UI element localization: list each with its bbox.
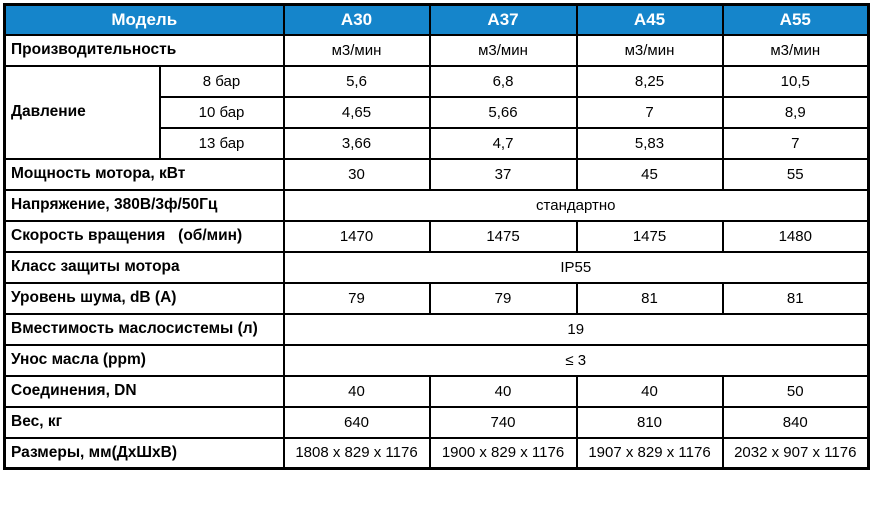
table-row-motor-power: Мощность мотора, кВт 30 37 45 55 [3, 157, 870, 191]
column-header-a37: A37 [428, 3, 578, 36]
table-row-pressure-8bar: Давление 8 бар 5,6 6,8 8,25 10,5 [3, 64, 870, 160]
cell-value: 5,66 [428, 95, 578, 129]
cell-value: 81 [575, 281, 724, 315]
cell-value: 30 [282, 157, 431, 191]
cell-value: 79 [428, 281, 578, 315]
row-label-connections: Соединения, DN [3, 374, 285, 408]
column-header-a30: A30 [282, 3, 431, 36]
row-label-rotation-speed: Скорость вращения (об/мин) [3, 219, 285, 253]
table-row-connections: Соединения, DN 40 40 40 50 [3, 374, 870, 408]
cell-value: 6,8 [428, 64, 578, 98]
table-row-capacity: Производительность м3/мин м3/мин м3/мин … [3, 33, 870, 67]
row-label-capacity: Производительность [3, 33, 285, 67]
table-row-dimensions: Размеры, мм(ДхШхВ) 1808 x 829 x 1176 190… [3, 436, 870, 470]
cell-value: 1907 x 829 x 1176 [575, 436, 724, 470]
cell-value: 640 [282, 405, 431, 439]
header-model-title: Модель [3, 3, 285, 36]
cell-value: 1808 x 829 x 1176 [282, 436, 431, 470]
cell-value: 55 [721, 157, 870, 191]
cell-value: 5,6 [282, 64, 431, 98]
cell-value-span: 19 [282, 312, 870, 346]
row-sublabel-8bar: 8 бар [158, 64, 285, 98]
cell-value: 2032 x 907 x 1176 [721, 436, 870, 470]
cell-value: 8,25 [575, 64, 724, 98]
row-label-protection-class: Класс защиты мотора [3, 250, 285, 284]
row-label-motor-power: Мощность мотора, кВт [3, 157, 285, 191]
header-row: Модель A30 A37 A45 A55 [3, 3, 870, 36]
cell-value: 4,7 [428, 126, 578, 160]
cell-value-span: IP55 [282, 250, 870, 284]
cell-value: 5,83 [575, 126, 724, 160]
row-label-oil-system-capacity: Вместимость маслосистемы (л) [3, 312, 285, 346]
cell-value: м3/мин [282, 33, 431, 67]
cell-value: 740 [428, 405, 578, 439]
cell-value: 3,66 [282, 126, 431, 160]
cell-value-span: стандартно [282, 188, 870, 222]
cell-value: 40 [575, 374, 724, 408]
cell-value: 45 [575, 157, 724, 191]
cell-value: 1900 x 829 x 1176 [428, 436, 578, 470]
table-row-oil-system-capacity: Вместимость маслосистемы (л) 19 [3, 312, 870, 346]
column-header-a55: A55 [721, 3, 870, 36]
cell-value: 7 [721, 126, 870, 160]
table-row-protection-class: Класс защиты мотора IP55 [3, 250, 870, 284]
row-label-pressure: Давление [3, 64, 161, 160]
cell-value: 840 [721, 405, 870, 439]
row-sublabel-10bar: 10 бар [158, 95, 285, 129]
cell-value: 79 [282, 281, 431, 315]
cell-value: 1475 [575, 219, 724, 253]
column-header-a45: A45 [575, 3, 724, 36]
cell-value: 37 [428, 157, 578, 191]
table-row-voltage: Напряжение, 380В/3ф/50Гц стандартно [3, 188, 870, 222]
cell-value: м3/мин [575, 33, 724, 67]
cell-value: 40 [428, 374, 578, 408]
cell-value: 4,65 [282, 95, 431, 129]
cell-value: м3/мин [428, 33, 578, 67]
row-label-noise-level: Уровень шума, dB (A) [3, 281, 285, 315]
cell-value: 40 [282, 374, 431, 408]
cell-value: 1470 [282, 219, 431, 253]
table-row-pressure-10bar: 10 бар 4,65 5,66 7 8,9 [5, 95, 870, 129]
row-sublabel-13bar: 13 бар [158, 126, 285, 160]
cell-value: м3/мин [721, 33, 870, 67]
table-row-noise-level: Уровень шума, dB (A) 79 79 81 81 [3, 281, 870, 315]
cell-value: 10,5 [721, 64, 870, 98]
table-row-rotation-speed: Скорость вращения (об/мин) 1470 1475 147… [3, 219, 870, 253]
table-row-oil-carryover: Унос масла (ppm) ≤ 3 [3, 343, 870, 377]
cell-value: 7 [575, 95, 724, 129]
cell-value: 8,9 [721, 95, 870, 129]
cell-value: 1475 [428, 219, 578, 253]
cell-value-span: ≤ 3 [282, 343, 870, 377]
row-label-weight: Вес, кг [3, 405, 285, 439]
table-row-weight: Вес, кг 640 740 810 840 [3, 405, 870, 439]
table-row-pressure-13bar: 13 бар 3,66 4,7 5,83 7 [5, 126, 870, 160]
cell-value: 1480 [721, 219, 870, 253]
cell-value: 81 [721, 281, 870, 315]
row-label-voltage: Напряжение, 380В/3ф/50Гц [3, 188, 285, 222]
row-label-dimensions: Размеры, мм(ДхШхВ) [3, 436, 285, 470]
cell-value: 810 [575, 405, 724, 439]
cell-value: 50 [721, 374, 870, 408]
spec-table: Модель A30 A37 A45 A55 Производительност… [3, 3, 871, 470]
row-label-oil-carryover: Унос масла (ppm) [3, 343, 285, 377]
